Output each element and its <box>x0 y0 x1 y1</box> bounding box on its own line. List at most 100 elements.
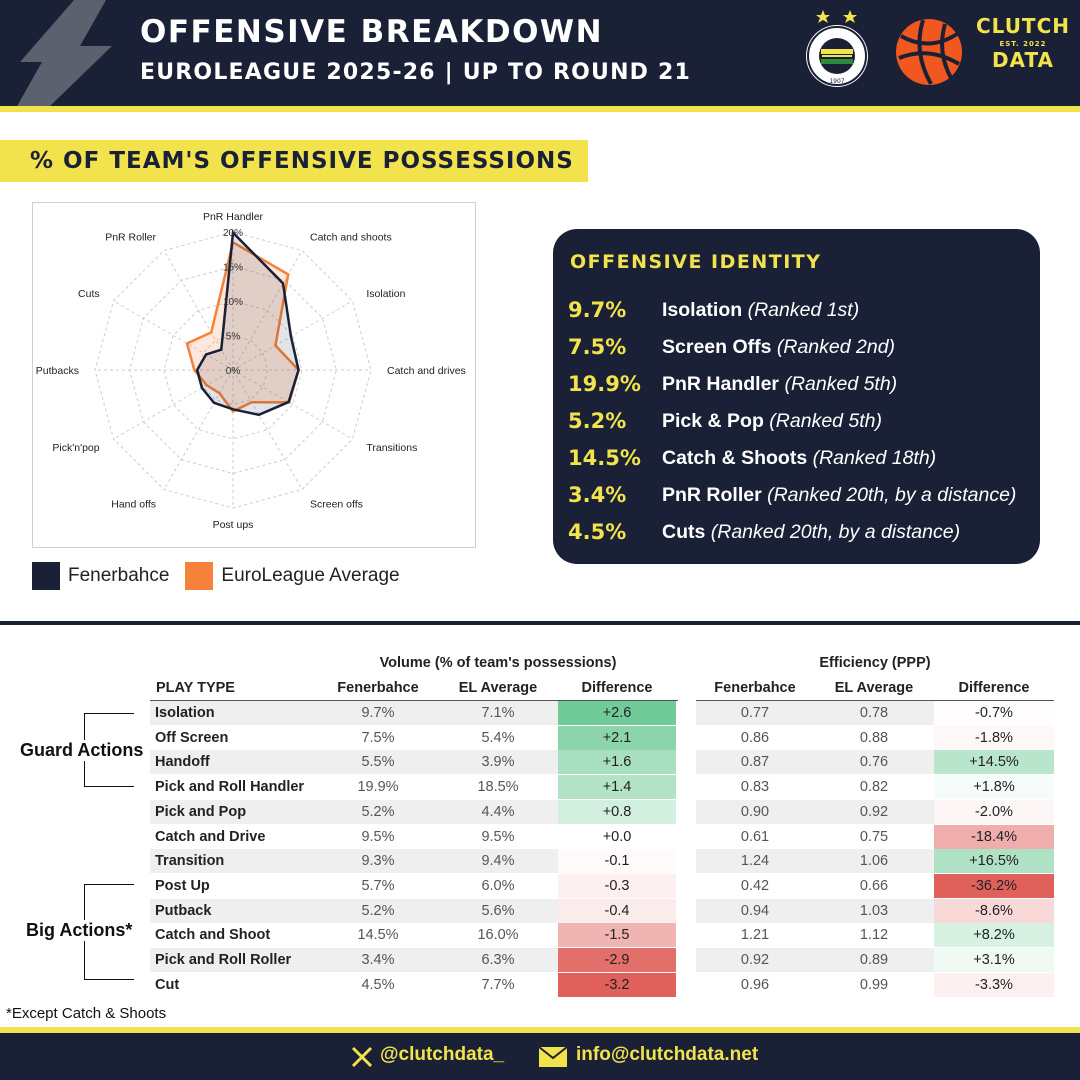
fenerbahce-logo-icon: 1907 <box>806 10 868 87</box>
identity-playtype: Screen Offs <box>662 336 772 358</box>
identity-pct: 19.9% <box>568 372 641 396</box>
identity-label: Screen Offs (Ranked 2nd) <box>662 336 895 359</box>
play-type-cell: Post Up <box>150 873 318 898</box>
offensive-identity-panel: OFFENSIVE IDENTITY 9.7% Isolation (Ranked… <box>553 229 1040 564</box>
identity-playtype: Catch & Shoots <box>662 447 808 469</box>
col-header-play-type: PLAY TYPE <box>156 680 235 696</box>
brand-line3: DATA <box>991 48 1055 72</box>
envelope-icon <box>538 1046 568 1067</box>
identity-playtype: Pick & Pop <box>662 410 764 432</box>
vol-difference-cell: +2.6 <box>558 701 676 725</box>
vol-fenerbahce-cell: 9.3% <box>318 849 438 874</box>
brand-line2: EST. 2022 <box>999 40 1047 48</box>
eff-el-average-cell: 1.12 <box>814 923 934 948</box>
radar-tick-label: 20% <box>223 228 243 239</box>
radar-tick-label: 15% <box>223 263 243 274</box>
vol-el-average-cell: 7.7% <box>438 972 558 997</box>
vol-difference-cell: -0.4 <box>558 898 676 923</box>
identity-row: 3.4% PnR Roller (Ranked 20th, by a distan… <box>568 483 1038 513</box>
eff-fenerbahce-cell: 0.92 <box>696 948 814 972</box>
radar-grid-ring <box>94 231 372 509</box>
radar-spoke <box>113 300 234 371</box>
radar-spoke <box>163 369 234 490</box>
eff-difference-cell: -1.8% <box>934 725 1054 750</box>
footer-bar: @clutchdata_ info@clutchdata.net <box>0 1033 1080 1080</box>
page-title: OFFENSIVE BREAKDOWN <box>140 14 604 50</box>
col-header-eff-difference: Difference <box>958 680 1030 696</box>
eff-el-average-cell: 0.78 <box>814 701 934 725</box>
brand-line1: CLUTCH <box>975 14 1070 38</box>
eff-fenerbahce-cell: 1.21 <box>696 923 814 948</box>
identity-pct: 9.7% <box>568 298 627 322</box>
radar-spoke <box>163 250 234 371</box>
identity-title: OFFENSIVE IDENTITY <box>570 251 822 273</box>
clutch-data-logo: CLUTCH EST. 2022 DATA <box>970 14 1076 72</box>
vol-fenerbahce-cell: 9.5% <box>318 824 438 849</box>
play-type-cell: Pick and Roll Roller <box>150 948 318 972</box>
legend-swatch-fenerbahce <box>32 562 60 590</box>
eff-el-average-cell: 0.92 <box>814 799 934 824</box>
eff-el-average-cell: 1.03 <box>814 898 934 923</box>
page-subtitle: EUROLEAGUE 2025-26 | UP TO ROUND 21 <box>140 60 692 85</box>
identity-row: 14.5% Catch & Shoots (Ranked 18th) <box>568 446 1038 476</box>
vol-fenerbahce-cell: 5.5% <box>318 750 438 775</box>
eff-fenerbahce-cell: 1.24 <box>696 849 814 874</box>
eff-fenerbahce-cell: 0.61 <box>696 824 814 849</box>
identity-row: 9.7% Isolation (Ranked 1st) <box>568 298 1038 328</box>
identity-pct: 4.5% <box>568 520 627 544</box>
section-title: % OF TEAM'S OFFENSIVE POSSESSIONS <box>0 140 588 182</box>
radar-chart: 0% 5% 10% 15% 20% PnR Handler Catch and shoots… <box>36 211 466 531</box>
eff-el-average-cell: 1.06 <box>814 849 934 874</box>
legend-label-euroleague: EuroLeague Average <box>221 565 400 586</box>
radar-axis-label: Catch and shoots <box>310 232 392 244</box>
vol-difference-cell: +2.1 <box>558 725 676 750</box>
footer-stripe <box>0 1027 1080 1033</box>
vol-el-average-cell: 16.0% <box>438 923 558 948</box>
section-divider <box>0 621 1080 625</box>
legend-swatch-euroleague <box>185 562 214 590</box>
identity-label: Pick & Pop (Ranked 5th) <box>662 410 882 433</box>
email-address[interactable]: info@clutchdata.net <box>576 1044 759 1065</box>
radar-axis-label: Putbacks <box>36 365 79 377</box>
eff-difference-cell: -3.3% <box>934 972 1054 997</box>
identity-pct: 7.5% <box>568 335 627 359</box>
vol-fenerbahce-cell: 5.2% <box>318 799 438 824</box>
eff-fenerbahce-cell: 0.94 <box>696 898 814 923</box>
radar-spoke <box>232 369 303 490</box>
vol-el-average-cell: 5.6% <box>438 898 558 923</box>
eff-el-average-cell: 0.66 <box>814 873 934 898</box>
twitter-handle[interactable]: @clutchdata_ <box>380 1044 505 1065</box>
radar-tick-label: 0% <box>226 366 241 377</box>
eff-difference-cell: +3.1% <box>934 948 1054 972</box>
chart-legend: Fenerbahce EuroLeague Average <box>32 562 416 590</box>
eff-fenerbahce-cell: 0.42 <box>696 873 814 898</box>
big-actions-label: Big Actions* <box>24 920 135 941</box>
vol-difference-cell: -0.3 <box>558 873 676 898</box>
vol-difference-cell: -1.5 <box>558 923 676 948</box>
vol-fenerbahce-cell: 14.5% <box>318 923 438 948</box>
eff-fenerbahce-cell: 0.87 <box>696 750 814 775</box>
col-header-vol-difference: Difference <box>581 680 653 696</box>
eff-el-average-cell: 0.88 <box>814 725 934 750</box>
identity-rank: (Ranked 20th, by a distance) <box>767 484 1017 506</box>
vol-el-average-cell: 3.9% <box>438 750 558 775</box>
eff-difference-cell: -18.4% <box>934 824 1054 849</box>
play-type-cell: Putback <box>150 898 318 923</box>
col-header-eff-el-average: EL Average <box>834 680 914 696</box>
vol-difference-cell: +1.6 <box>558 750 676 775</box>
vol-difference-cell: -3.2 <box>558 972 676 997</box>
identity-row: 19.9% PnR Handler (Ranked 5th) <box>568 372 1038 402</box>
radar-axis-label: PnR Handler <box>203 211 264 223</box>
radar-spoke <box>232 369 353 440</box>
radar-axis-label: Hand offs <box>111 498 156 510</box>
identity-playtype: PnR Roller <box>662 484 762 506</box>
radar-axis-label: Transitions <box>366 442 417 454</box>
col-header-vol-fenerbahce: Fenerbahce <box>337 680 419 696</box>
play-type-cell: Catch and Drive <box>150 824 318 849</box>
vol-fenerbahce-cell: 4.5% <box>318 972 438 997</box>
eff-difference-cell: +14.5% <box>934 750 1054 775</box>
footnote: *Except Catch & Shoots <box>6 1005 167 1022</box>
x-logo-icon <box>351 1046 373 1068</box>
vol-el-average-cell: 18.5% <box>438 775 558 800</box>
identity-rank: (Ranked 2nd) <box>776 336 896 358</box>
